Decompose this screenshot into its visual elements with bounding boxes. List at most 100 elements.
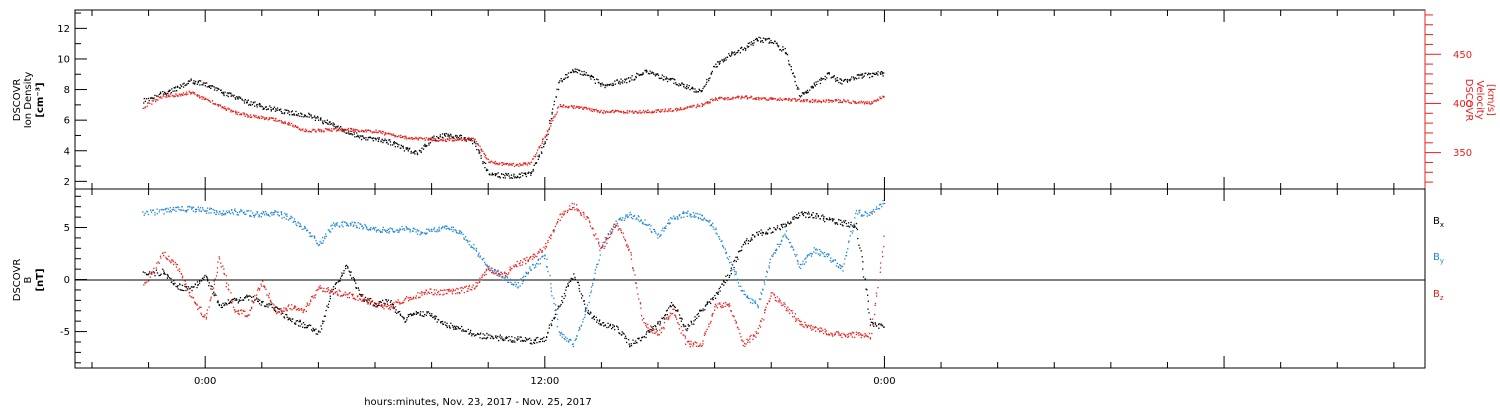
by-series-point bbox=[178, 208, 180, 211]
bz-series-point bbox=[654, 332, 656, 334]
by-series-point bbox=[441, 226, 444, 228]
bx-series-point bbox=[659, 322, 662, 324]
by-series-point bbox=[757, 307, 759, 309]
bz-series-point bbox=[780, 302, 782, 304]
bz-series-point bbox=[264, 287, 266, 289]
by-series-point bbox=[693, 214, 696, 216]
velocity-series-point bbox=[446, 138, 448, 140]
bx-series-point bbox=[355, 287, 357, 289]
velocity-series-point bbox=[790, 100, 792, 102]
ion-density-series-point bbox=[686, 88, 688, 90]
velocity-series-point bbox=[794, 98, 797, 101]
ion-density-series-point bbox=[700, 90, 702, 92]
velocity-series-point bbox=[818, 99, 820, 101]
by-series-point bbox=[870, 212, 872, 214]
bx-series-point bbox=[551, 319, 553, 322]
by-series-point bbox=[227, 212, 229, 214]
bz-series-point bbox=[424, 291, 426, 294]
bx-series-point bbox=[446, 326, 448, 329]
ion-density-series-point bbox=[730, 55, 732, 57]
ion-density-series-point bbox=[517, 176, 519, 178]
velocity-series-point bbox=[240, 113, 242, 116]
bz-series-point bbox=[329, 289, 331, 292]
bz-series-point bbox=[874, 313, 876, 316]
velocity-series-point bbox=[706, 102, 708, 104]
bx-series-point bbox=[698, 315, 700, 317]
velocity-series-point bbox=[834, 99, 836, 101]
bz-series-point bbox=[393, 302, 395, 304]
by-series-point bbox=[627, 216, 629, 218]
by-series-point bbox=[327, 229, 329, 231]
bz-series-point bbox=[742, 344, 744, 347]
by-series-point bbox=[681, 212, 684, 214]
ion-density-series-point bbox=[861, 77, 863, 79]
ion-density-series-point bbox=[301, 113, 303, 115]
velocity-series-point bbox=[309, 131, 312, 133]
by-series-point bbox=[434, 230, 436, 232]
bx-series-point bbox=[584, 308, 587, 310]
by-series-point bbox=[399, 228, 401, 230]
bz-series-point bbox=[567, 210, 569, 212]
velocity-series-point bbox=[255, 116, 257, 118]
by-series-point bbox=[144, 212, 146, 214]
bz-series-point bbox=[785, 309, 787, 312]
velocity-series-point bbox=[491, 160, 493, 163]
ion-density-series-point bbox=[425, 145, 427, 148]
bz-series-point bbox=[396, 301, 398, 304]
by-series-point bbox=[699, 213, 701, 215]
bx-series-point bbox=[172, 283, 174, 285]
ion-density-series-point bbox=[744, 47, 746, 49]
ion-density-series-point bbox=[195, 80, 197, 83]
bx-series-point bbox=[378, 301, 380, 303]
by-series-point bbox=[529, 268, 531, 270]
velocity-series-point bbox=[591, 108, 593, 110]
bz-series-point bbox=[765, 306, 767, 308]
velocity-series-point bbox=[540, 144, 542, 147]
bx-series-point bbox=[479, 337, 481, 339]
bz-series-point bbox=[346, 293, 348, 295]
velocity-series-point bbox=[417, 139, 419, 141]
ion-density-series-point bbox=[433, 135, 435, 137]
velocity-series-point bbox=[669, 110, 671, 112]
velocity-series-point bbox=[805, 99, 807, 101]
ion-density-series-point bbox=[614, 83, 617, 85]
bx-series-point bbox=[201, 277, 204, 279]
bx-series-point bbox=[274, 306, 276, 309]
ion-density-series-point bbox=[234, 97, 236, 99]
bz-series-point bbox=[417, 292, 419, 294]
by-series-point bbox=[632, 218, 634, 220]
bz-series-point bbox=[658, 334, 661, 336]
by-series-point bbox=[636, 217, 638, 219]
bz-series-point bbox=[791, 312, 794, 314]
bz-series-point bbox=[695, 345, 698, 347]
ion-density-series-point bbox=[444, 135, 447, 137]
velocity-series-point bbox=[419, 137, 421, 139]
velocity-series-point bbox=[673, 110, 675, 112]
bx-series-point bbox=[744, 241, 746, 243]
ion-density-series-point bbox=[574, 70, 576, 73]
velocity-series-point bbox=[868, 101, 870, 103]
bz-series-point bbox=[509, 269, 512, 272]
ion-density-series-point bbox=[150, 97, 152, 99]
ion-density-series-point bbox=[193, 82, 195, 84]
bx-series-point bbox=[221, 306, 223, 308]
ion-density-series-point bbox=[280, 108, 282, 110]
by-series-point bbox=[512, 283, 514, 285]
by-series-point bbox=[250, 210, 252, 212]
bz-series-point bbox=[339, 295, 342, 297]
ion-density-series-point bbox=[675, 82, 677, 84]
bx-series-point bbox=[229, 301, 231, 303]
velocity-series-point bbox=[331, 130, 333, 132]
bx-series-point bbox=[666, 314, 668, 316]
ion-density-series-point bbox=[733, 54, 736, 56]
ion-density-series-point bbox=[699, 89, 701, 92]
by-series-point bbox=[757, 305, 759, 307]
bz-series-point bbox=[843, 333, 846, 336]
bx-series-point bbox=[277, 308, 279, 310]
bz-series-point bbox=[580, 213, 582, 215]
bx-series-point bbox=[257, 300, 259, 302]
by-series-point bbox=[635, 218, 637, 220]
bx-series-point bbox=[650, 329, 652, 331]
ion-density-series-point bbox=[382, 141, 384, 144]
velocity-series-point bbox=[585, 106, 587, 109]
